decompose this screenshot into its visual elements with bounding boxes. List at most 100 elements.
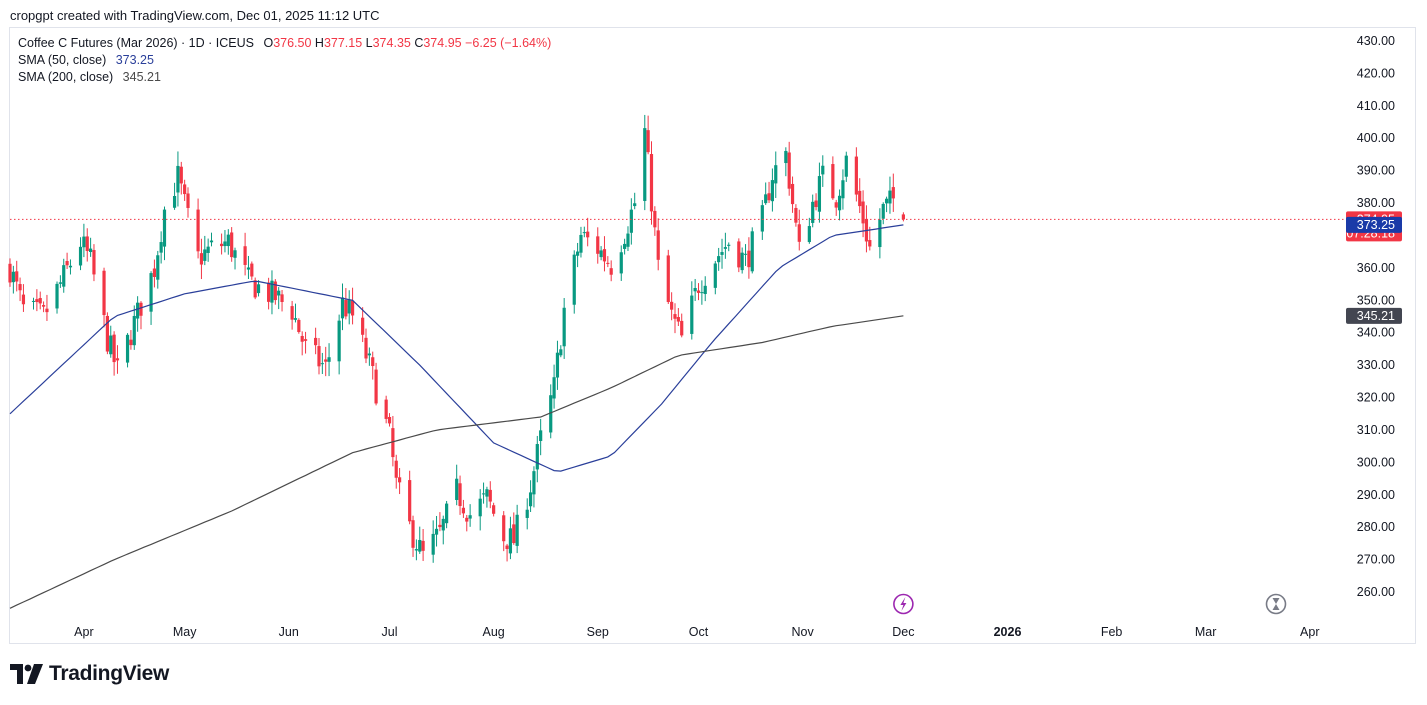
candle-body (31, 300, 36, 302)
candle-body (512, 524, 516, 544)
x-tick-label: Apr (1300, 625, 1319, 639)
lightning-icon (893, 593, 914, 615)
y-tick-label: 330.00 (1357, 358, 1395, 372)
tradingview-logo[interactable]: TradingView (10, 662, 169, 686)
y-tick-label: 260.00 (1357, 585, 1395, 599)
candle-body (350, 300, 355, 316)
legend-main: Coffee C Futures (Mar 2026) · 1D · ICEUS… (18, 36, 552, 50)
sma50-line (9, 224, 904, 472)
candle-body (112, 334, 116, 363)
candle-body (747, 250, 751, 268)
candle-body (901, 214, 905, 220)
time-axis: Apr May Jun Jul Aug Sep Oct Nov Dec 2026 Feb Mar Apr (74, 625, 1319, 639)
candle-body (371, 357, 375, 367)
candle-body (582, 232, 586, 234)
candle-body (82, 236, 86, 248)
candle-body (176, 165, 180, 193)
price-axis: 260.00 270.00 280.00 290.00 300.00 310.00 320.… (1357, 34, 1395, 599)
candle-body (723, 247, 727, 249)
candle-body (478, 498, 482, 517)
candle-body (196, 209, 200, 252)
candle-body (105, 315, 109, 352)
candle-body (411, 520, 415, 548)
candle-body (129, 339, 133, 346)
y-tick-label: 380.00 (1357, 196, 1395, 210)
sma50-label: SMA (50, close) (18, 53, 107, 67)
candle-body (629, 209, 633, 233)
y-tick-label: 420.00 (1357, 66, 1395, 80)
candle-body (770, 180, 774, 202)
candle-body (643, 128, 647, 201)
candle-body (743, 253, 748, 255)
candle-body (764, 194, 768, 204)
x-tick-label: Apr (74, 625, 93, 639)
x-tick-label: Aug (483, 625, 505, 639)
candle-body (132, 315, 136, 346)
candle-body (203, 249, 207, 261)
candle-body (374, 369, 378, 404)
candle-body (861, 201, 865, 224)
legend-sma200[interactable]: SMA (200, close) 345.21 (18, 70, 161, 84)
low-value: 374.35 (372, 36, 411, 50)
sma200-tag-bg (1346, 307, 1402, 324)
candle-body (858, 190, 862, 207)
candle-body (15, 271, 19, 282)
candle-body (314, 337, 318, 346)
x-tick-label: May (173, 625, 197, 639)
candle-body (364, 337, 368, 359)
candle-body (676, 317, 680, 322)
candle-body (18, 284, 22, 291)
candle-body (256, 284, 261, 294)
candle-body (576, 251, 580, 256)
candle-body (505, 545, 509, 549)
candle-body (418, 539, 422, 552)
y-tick-label: 410.00 (1357, 99, 1395, 113)
candle-body (58, 282, 62, 284)
candle-body (149, 273, 153, 312)
legend-sma50[interactable]: SMA (50, close) 373.25 (18, 53, 154, 67)
candle-body (555, 352, 560, 378)
candle-body (391, 428, 395, 458)
candle-body (337, 320, 341, 362)
candle-body (344, 300, 348, 317)
candle-body (579, 234, 583, 253)
x-tick-label: Dec (892, 625, 914, 639)
candle-body (172, 195, 177, 208)
candle-body (844, 155, 848, 177)
sma50-value: 373.25 (115, 53, 154, 67)
candle-body (159, 242, 163, 253)
candle-body (89, 248, 93, 253)
candle-body (737, 241, 741, 268)
candle-body (139, 302, 143, 316)
y-tick-label: 290.00 (1357, 488, 1395, 502)
candle-body (78, 246, 83, 266)
candle-body (253, 280, 257, 298)
candle-body (21, 294, 26, 305)
candle-body (458, 483, 462, 507)
symbol-title: Coffee C Futures (Mar 2026) · 1D · ICEUS (18, 36, 254, 50)
candle-body (387, 417, 392, 424)
candle-body (152, 268, 157, 277)
candle-body (361, 317, 365, 335)
candle-body (807, 226, 811, 243)
candle-body (179, 166, 183, 184)
candle-body (445, 503, 449, 524)
candle-body (290, 306, 294, 320)
candle-body (68, 265, 73, 268)
sma200-value: 345.21 (122, 70, 161, 84)
candle-body (837, 195, 842, 211)
x-tick-label: Sep (587, 625, 609, 639)
y-tick-label: 360.00 (1357, 261, 1395, 275)
chart-pane[interactable] (9, 27, 1416, 644)
y-tick-label: 350.00 (1357, 293, 1395, 307)
candle-body (696, 290, 701, 293)
y-tick-label: 310.00 (1357, 423, 1395, 437)
candle-body (438, 524, 442, 528)
candle-body (317, 346, 321, 367)
candle-body (602, 249, 607, 262)
candle-body (206, 246, 210, 253)
candlestick-series (8, 114, 905, 563)
candle-body (633, 203, 637, 207)
candle-body (320, 363, 324, 365)
